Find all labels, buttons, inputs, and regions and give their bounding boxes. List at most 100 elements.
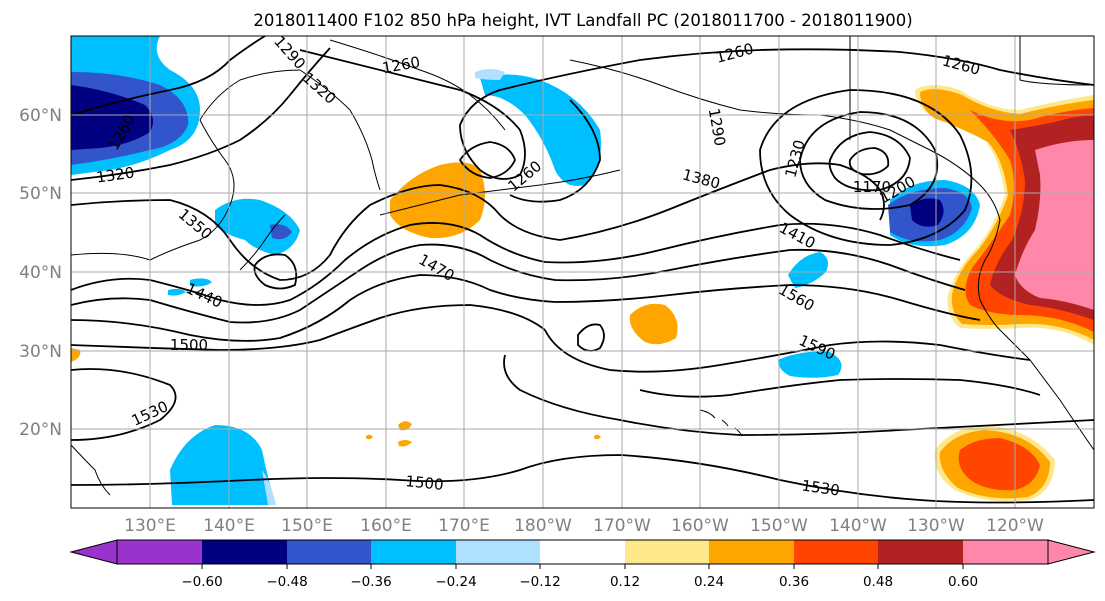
graticule	[71, 36, 1094, 508]
colorbar-tick-label: −0.24	[435, 574, 476, 590]
colorbar-tick-label: −0.60	[181, 574, 222, 590]
fill-region-se-red	[958, 438, 1040, 491]
contour-1590	[639, 378, 1041, 398]
contour-label: 1500	[170, 336, 208, 354]
fill-region-japan-blue	[270, 224, 292, 240]
colorbar-tick-label: 0.60	[948, 574, 978, 590]
colorbar-frame	[116, 539, 1049, 565]
colorbar-tick-label: 0.36	[779, 574, 809, 590]
lon-label: 120°W	[986, 516, 1044, 536]
colorbar-tick-label: −0.36	[350, 574, 391, 590]
contour-1170	[848, 147, 890, 176]
fill-region-midpac-orange	[629, 303, 678, 345]
contour-1500-south	[70, 454, 1095, 504]
fill-region-tiny-orange-a	[398, 421, 412, 431]
fill-region-tiny-orange-b	[398, 440, 412, 447]
fill-region-bering-light	[475, 69, 505, 80]
contour-1530-east	[503, 354, 1095, 436]
colorbar-bin	[963, 540, 1048, 564]
contour-1530-west	[70, 368, 177, 441]
colorbar-extend-high	[1047, 539, 1096, 565]
fill-region-south-sky	[170, 425, 276, 505]
lon-label: 130°W	[907, 516, 965, 536]
contour-label: 1170	[853, 178, 891, 196]
lon-label: 180°W	[514, 516, 572, 536]
colorbar: −0.60 −0.48 −0.36 −0.24 −0.12 0.12 0.24 …	[69, 539, 1096, 590]
contour-1500-mid-loop	[577, 323, 605, 352]
contour-1560	[544, 329, 1031, 373]
colorbar-bin	[709, 540, 794, 564]
height-contours	[70, 35, 1095, 504]
contour-low-center-b	[253, 253, 298, 290]
fill-region-goa-deep	[910, 198, 944, 227]
lat-label: 40°N	[19, 263, 62, 283]
contour-1260-north	[299, 48, 1095, 180]
lat-label: 50°N	[19, 184, 62, 204]
colorbar-bin	[794, 540, 878, 564]
colorbar-bin	[878, 540, 963, 564]
coastline-ph	[70, 444, 111, 496]
lon-axis: 130°E 140°E 150°E 160°E 170°E 180°W 170°…	[124, 516, 1044, 536]
colorbar-bin	[625, 540, 709, 564]
lat-axis: 60°N 50°N 40°N 30°N 20°N	[19, 106, 62, 440]
colorbar-ticks	[201, 564, 964, 569]
lon-label: 150°E	[281, 516, 333, 536]
contour-1410	[70, 222, 961, 306]
contour-1350	[70, 184, 561, 281]
colorbar-bin	[202, 540, 287, 564]
contour-label: 1320	[95, 163, 135, 186]
lat-label: 20°N	[19, 420, 62, 440]
contour-1200	[828, 131, 911, 192]
contour-1290	[70, 35, 601, 203]
map-frame	[70, 35, 1095, 509]
lat-label: 30°N	[19, 342, 62, 362]
contour-1470	[70, 274, 981, 342]
colorbar-extend-low	[69, 539, 118, 565]
contour-1500-west	[70, 304, 546, 351]
lon-label: 160°E	[360, 516, 412, 536]
contour-1320-west	[70, 47, 331, 181]
coastline-kamchatka	[299, 69, 381, 191]
fill-region-small-sky-b	[168, 288, 186, 296]
fill-region-small-sky-a	[190, 278, 212, 287]
fill-region-tiny-orange-c	[366, 434, 373, 440]
colorbar-tick-label: −0.48	[266, 574, 307, 590]
contour-low-center-a	[458, 141, 516, 179]
lon-label: 130°E	[124, 516, 176, 536]
colorbar-bin	[456, 540, 540, 564]
lat-label: 60°N	[19, 106, 62, 126]
fill-region-mid-sky	[788, 252, 828, 288]
colorbar-tick-label: 0.12	[610, 574, 640, 590]
fill-region-asia-deep	[71, 85, 154, 150]
contour-label: 1530	[801, 476, 841, 499]
colorbar-tick-label: 0.24	[694, 574, 724, 590]
colorbar-bin	[540, 540, 625, 564]
colorbar-bin	[117, 540, 202, 564]
contour-1260-gulf	[759, 89, 973, 246]
coastline-namerica	[929, 149, 1095, 451]
colorbar-bin	[287, 540, 371, 564]
map-panel: 1290 1320 1260 1320 1260 1260 1260 1260 …	[70, 32, 1095, 509]
fill-region-tiny-orange-d	[594, 434, 601, 440]
coastline-aleutians	[379, 169, 621, 216]
coastline-siberia	[329, 39, 506, 131]
coastline-alaska	[569, 59, 931, 151]
figure-title: 2018011400 F102 850 hPa height, IVT Land…	[253, 11, 912, 30]
lon-label: 140°E	[203, 516, 255, 536]
lon-label: 170°W	[593, 516, 651, 536]
fill-region-coast-pink	[1015, 140, 1094, 310]
lon-label: 160°W	[671, 516, 729, 536]
fill-region-sub-sky	[778, 351, 842, 378]
contour-label: 1500	[405, 472, 445, 494]
contour-1440	[70, 243, 966, 324]
fill-region-bering-sky	[480, 74, 601, 186]
lon-label: 170°E	[438, 516, 490, 536]
colorbar-bin	[371, 540, 456, 564]
lon-label: 150°W	[750, 516, 808, 536]
colorbar-tick-label: −0.12	[519, 574, 560, 590]
lon-label: 140°W	[829, 516, 887, 536]
fill-region-japan-sky	[215, 198, 300, 255]
colorbar-tick-label: 0.48	[863, 574, 893, 590]
coastline-greenland-frame	[849, 36, 1095, 140]
